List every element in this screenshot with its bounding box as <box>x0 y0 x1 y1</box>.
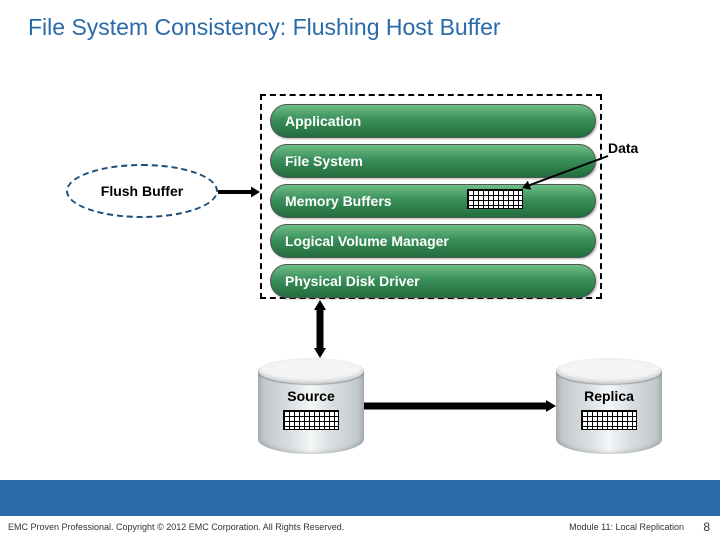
footer-module: Module 11: Local Replication <box>569 522 684 532</box>
buffers-grid-icon <box>467 189 523 209</box>
cylinder-top <box>258 358 364 384</box>
cylinder-top <box>556 358 662 384</box>
layer-label: Physical Disk Driver <box>285 273 420 289</box>
footer-copyright: EMC Proven Professional. Copyright © 201… <box>8 522 344 532</box>
layer-label: Memory Buffers <box>285 193 392 209</box>
source-label: Source <box>258 388 364 404</box>
replica-cylinder: Replica <box>556 358 662 454</box>
footer-bar <box>0 480 720 516</box>
stack-container: Application File System Memory Buffers L… <box>260 94 602 299</box>
flush-buffer-bubble: Flush Buffer <box>66 164 218 218</box>
flush-buffer-label: Flush Buffer <box>101 183 183 199</box>
layer-memory-buffers: Memory Buffers <box>270 184 596 218</box>
slide-number: 8 <box>703 520 710 534</box>
source-cylinder: Source <box>258 358 364 454</box>
replica-grid-icon <box>581 410 637 430</box>
layer-label: Logical Volume Manager <box>285 233 449 249</box>
layer-label: File System <box>285 153 363 169</box>
layer-application: Application <box>270 104 596 138</box>
page-title: File System Consistency: Flushing Host B… <box>28 14 501 41</box>
layer-physical-disk-driver: Physical Disk Driver <box>270 264 596 298</box>
layer-label: Application <box>285 113 361 129</box>
source-grid-icon <box>283 410 339 430</box>
layer-filesystem: File System <box>270 144 596 178</box>
data-label: Data <box>608 140 638 156</box>
replica-label: Replica <box>556 388 662 404</box>
layer-lvm: Logical Volume Manager <box>270 224 596 258</box>
